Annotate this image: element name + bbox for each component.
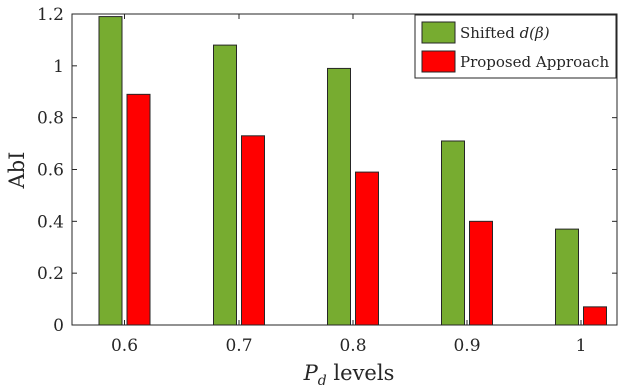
y-tick-label: 0.6 bbox=[37, 161, 64, 181]
y-axis-title: AbI bbox=[5, 152, 29, 190]
y-tick-label: 1.2 bbox=[37, 5, 64, 25]
legend-label-shifted-math: d(β) bbox=[520, 24, 550, 42]
bar-shifted-1 bbox=[555, 228, 579, 326]
legend: Shifted d(β) Proposed Approach bbox=[414, 14, 617, 79]
bar-shifted-0.8 bbox=[327, 67, 351, 326]
y-axis-ticks: 0 0.2 0.4 0.6 0.8 1 1.2 bbox=[37, 5, 617, 336]
bar-proposed-1 bbox=[583, 306, 607, 326]
x-axis-title-sub: d bbox=[318, 373, 327, 386]
bar-proposed-0.7 bbox=[241, 135, 265, 326]
y-tick-label: 0.2 bbox=[37, 264, 64, 284]
y-tick-label: 0.8 bbox=[37, 109, 64, 129]
y-tick-label: 0.4 bbox=[37, 212, 64, 232]
x-tick-label: 0.9 bbox=[453, 336, 480, 356]
x-axis-title-main: P bbox=[303, 361, 319, 385]
x-tick-label: 0.7 bbox=[225, 336, 252, 356]
x-axis-title-rest: levels bbox=[327, 361, 395, 385]
legend-label-proposed: Proposed Approach bbox=[460, 53, 609, 71]
y-tick-label: 1 bbox=[53, 57, 64, 77]
bar-shifted-0.7 bbox=[213, 44, 237, 326]
x-tick-label: 1 bbox=[576, 336, 587, 356]
y-tick-label: 0 bbox=[53, 316, 64, 336]
x-axis-ticks: 0.6 0.7 0.8 0.9 1 bbox=[111, 14, 586, 356]
x-axis-title: Pd levels bbox=[303, 361, 395, 386]
legend-label-shifted: Shifted d(β) bbox=[460, 24, 550, 42]
bars-group bbox=[98, 16, 607, 326]
bar-shifted-0.9 bbox=[441, 140, 465, 326]
bar-proposed-0.8 bbox=[355, 171, 379, 326]
legend-swatch-proposed bbox=[421, 50, 456, 73]
x-tick-label: 0.8 bbox=[339, 336, 366, 356]
bar-proposed-0.9 bbox=[469, 220, 493, 326]
legend-label-shifted-prefix: Shifted bbox=[460, 24, 520, 42]
bar-proposed-0.6 bbox=[126, 93, 151, 326]
x-tick-label: 0.6 bbox=[111, 336, 138, 356]
legend-swatch-shifted bbox=[421, 21, 456, 44]
bar-shifted-0.6 bbox=[98, 16, 123, 326]
